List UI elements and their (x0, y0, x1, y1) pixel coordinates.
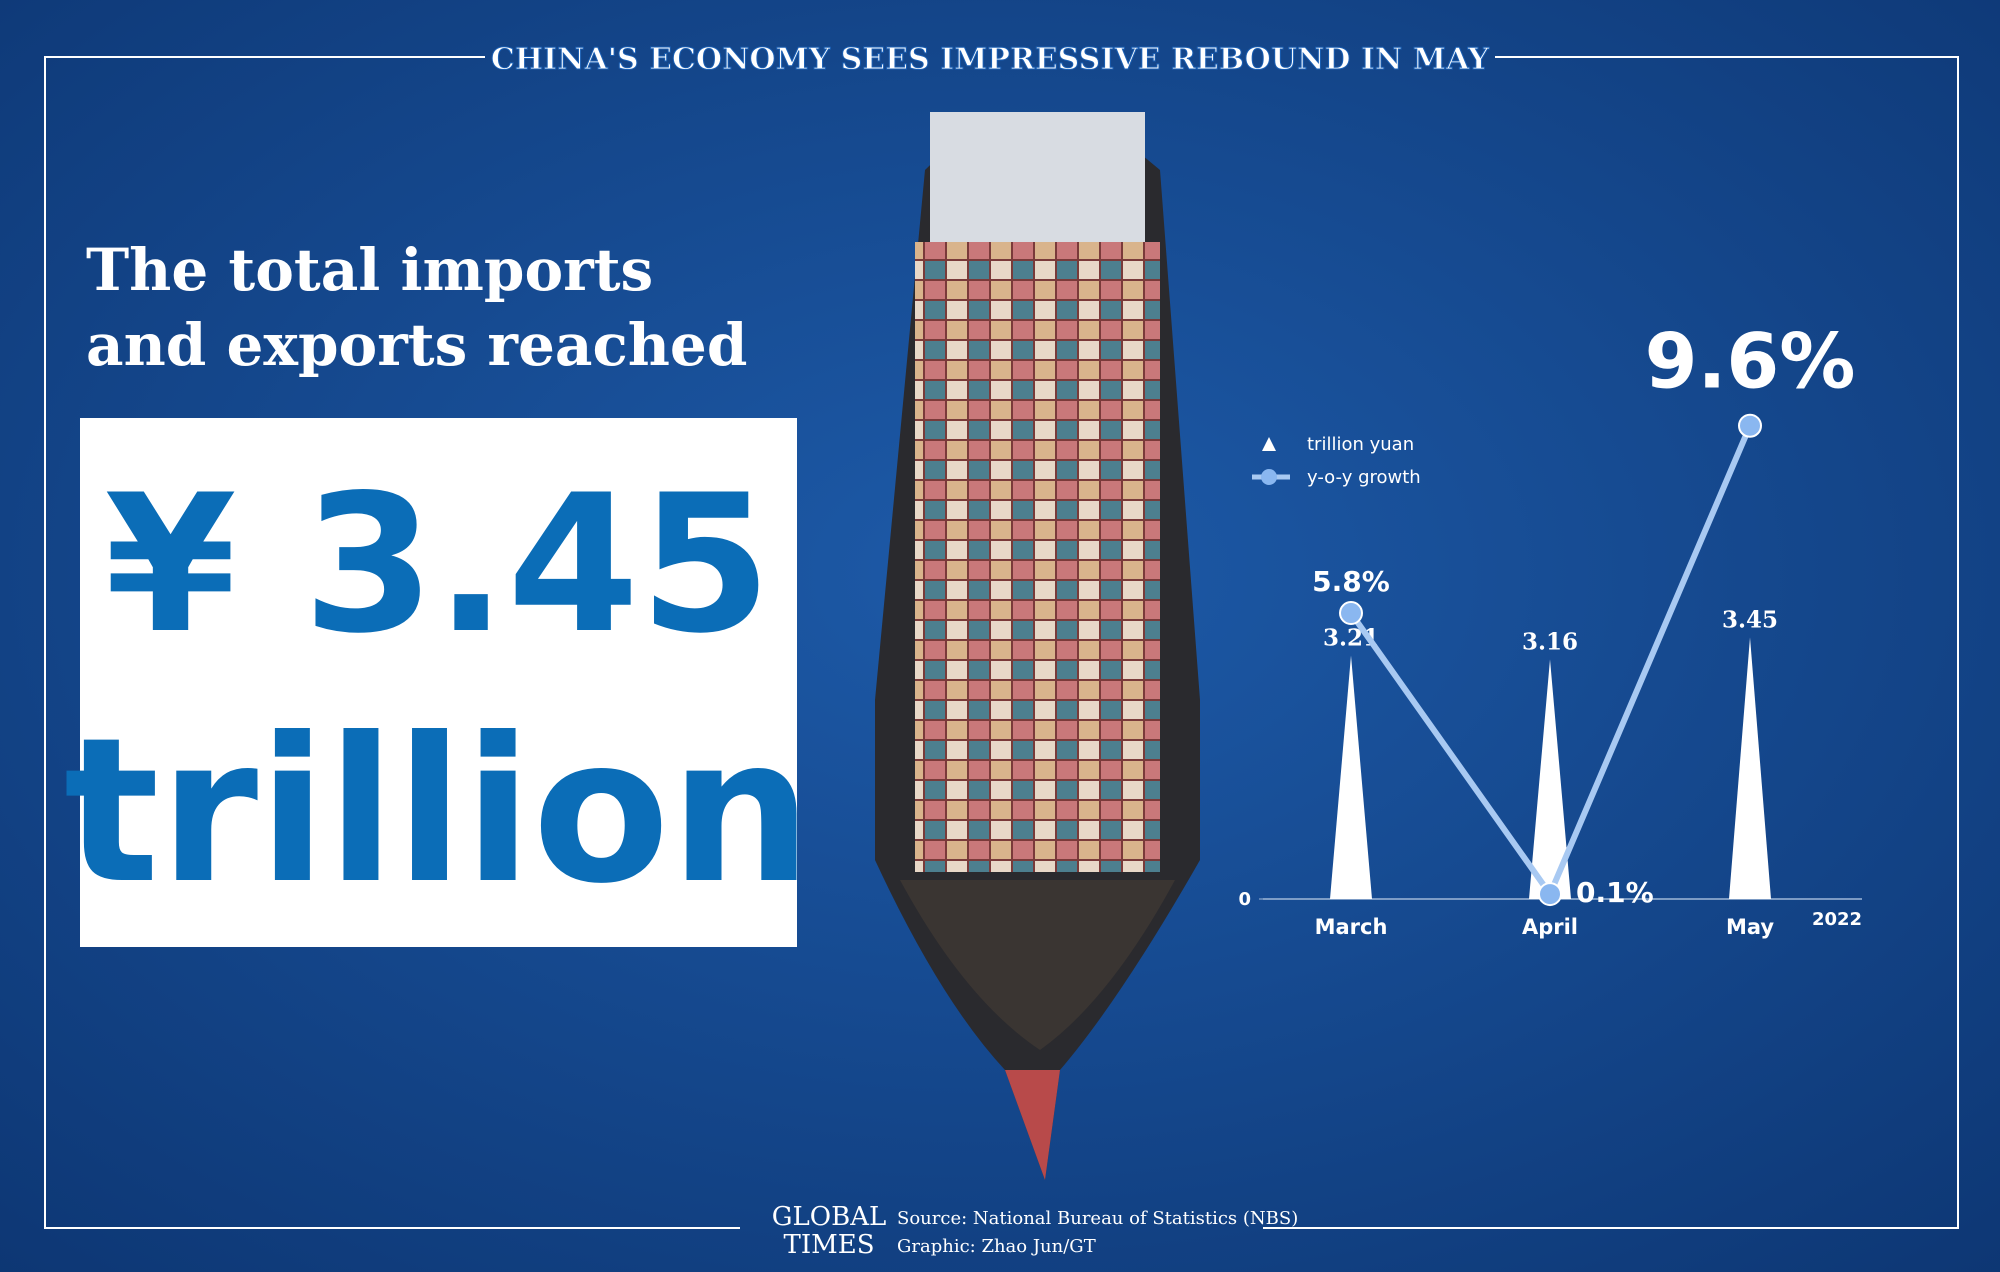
growth-label: 9.6% (1645, 317, 1856, 406)
x-tick-label: April (1522, 915, 1578, 939)
logo: TIMES (783, 1230, 874, 1260)
title: CHINA'S ECONOMY SEES IMPRESSIVE REBOUND … (491, 42, 1490, 77)
logo: GLOBAL (772, 1202, 887, 1232)
x-note: 2022 (1812, 909, 1862, 930)
growth-point (1339, 601, 1363, 626)
growth-label: 0.1% (1576, 876, 1654, 909)
triangle-bar (1529, 659, 1571, 899)
ship-illustration (875, 112, 1200, 1180)
legend-label: trillion yuan (1307, 434, 1414, 455)
growth-label: 5.8% (1312, 565, 1390, 598)
highlight-unit: trillion (64, 695, 812, 928)
triangle-bar (1330, 655, 1372, 899)
legend-marker (1261, 469, 1277, 485)
growth-point (1538, 882, 1562, 907)
headline: and exports reached (86, 311, 747, 379)
y-tick-label: 0 (1238, 889, 1251, 910)
value-label: 3.45 (1722, 606, 1778, 633)
headline: The total imports (86, 236, 653, 304)
source: Source: National Bureau of Statistics (N… (897, 1208, 1298, 1229)
highlight-box (80, 418, 797, 947)
value-label: 3.16 (1522, 628, 1578, 655)
legend-label: y-o-y growth (1307, 467, 1421, 488)
highlight-value: ¥ 3.45 (104, 454, 771, 675)
x-tick-label: May (1726, 915, 1774, 939)
growth-point (1738, 413, 1762, 438)
legend-marker (1262, 437, 1276, 451)
credit: Graphic: Zhao Jun/GT (897, 1236, 1096, 1257)
x-tick-label: March (1315, 915, 1388, 939)
frame (44, 56, 1959, 1229)
triangle-bar (1729, 637, 1771, 899)
